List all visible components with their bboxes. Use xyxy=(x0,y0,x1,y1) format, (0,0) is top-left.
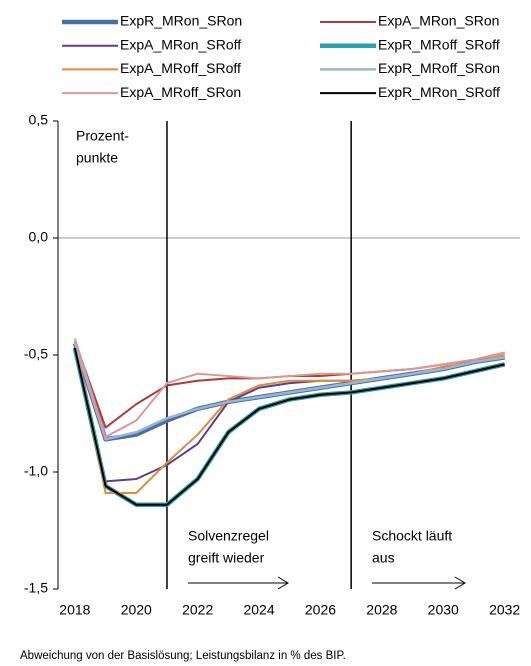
legend-label: ExpR_MRon_SRon xyxy=(120,13,242,29)
series-line xyxy=(73,347,505,506)
unit-label: punkte xyxy=(76,150,118,166)
legend-label: ExpR_MRoff_SRon xyxy=(378,60,500,76)
arrow-head xyxy=(277,576,289,590)
legend-label: ExpA_MRon_SRon xyxy=(378,13,499,29)
x-tick-label: 2030 xyxy=(428,602,459,618)
y-tick-label: -1,0 xyxy=(24,463,48,479)
legend-label: ExpR_MRoff_SRoff xyxy=(378,36,500,52)
footnote: Abweichung von der Basislösung; Leistung… xyxy=(20,650,346,662)
annotation: Solvenzregel xyxy=(188,528,269,544)
y-tick-label: -0,5 xyxy=(24,346,48,362)
series-line xyxy=(73,338,505,438)
x-tick-label: 2026 xyxy=(305,602,336,618)
series-line xyxy=(73,340,505,429)
series-line xyxy=(73,340,505,495)
annotation: greift wieder xyxy=(188,550,265,566)
annotation: Schockt läuft xyxy=(372,528,452,544)
series-line xyxy=(73,342,505,441)
x-tick-label: 2024 xyxy=(243,602,274,618)
y-tick-label: 0,0 xyxy=(29,229,49,245)
legend-label: ExpA_MRoff_SRoff xyxy=(120,60,241,76)
arrow-head xyxy=(454,576,466,590)
legend-label: ExpA_MRon_SRoff xyxy=(120,36,241,52)
y-tick-label: -1,5 xyxy=(24,580,48,596)
legend-label: ExpR_MRon_SRoff xyxy=(378,84,500,100)
x-tick-label: 2018 xyxy=(59,602,90,618)
y-tick-label: 0,5 xyxy=(29,112,49,128)
x-tick-label: 2022 xyxy=(182,602,213,618)
x-tick-label: 2032 xyxy=(489,602,520,618)
x-tick-label: 2028 xyxy=(366,602,397,618)
legend-label: ExpA_MRoff_SRon xyxy=(120,84,241,100)
annotation: aus xyxy=(372,550,395,566)
x-tick-label: 2020 xyxy=(121,602,152,618)
unit-label: Prozent- xyxy=(76,128,129,144)
